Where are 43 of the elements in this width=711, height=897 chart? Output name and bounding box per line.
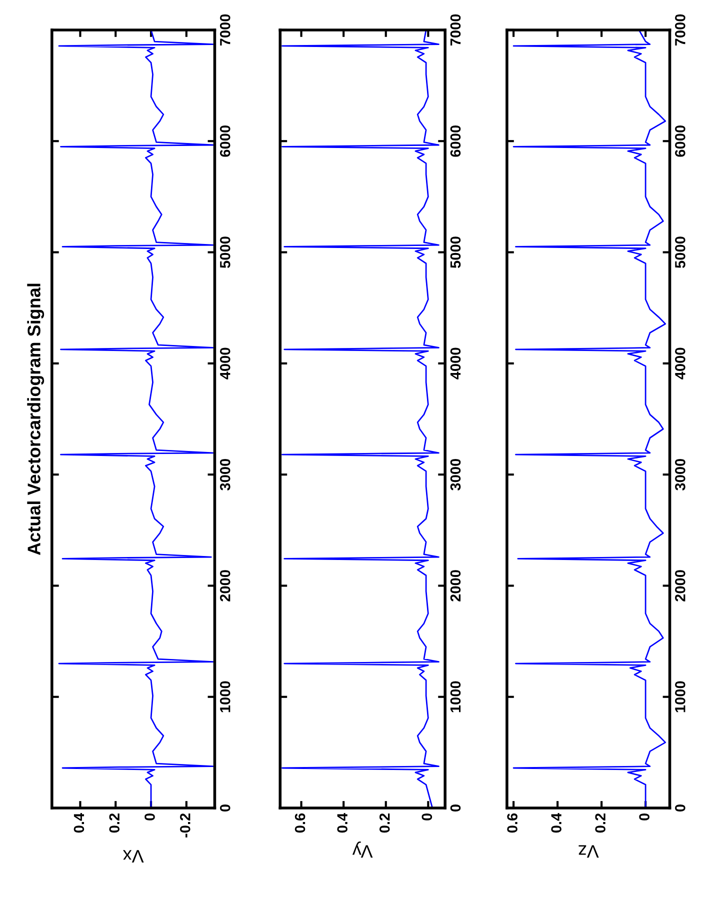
y-tick-label: 6000 — [220, 125, 230, 157]
y-tick-label: 2000 — [220, 570, 230, 602]
x-tick-label: 0.2 — [109, 813, 120, 833]
y-tick-label: 7000 — [220, 14, 230, 46]
y-tick-label: 1000 — [675, 681, 686, 712]
x-axis-title: Vx — [122, 850, 144, 863]
y-tick-label: 3000 — [450, 458, 461, 490]
y-tick-label: 4000 — [675, 348, 686, 380]
y-tick-label: 3000 — [675, 458, 686, 490]
text: Actual Vectorcardiogram Signal — [27, 284, 44, 555]
x-tick-label: 0 — [144, 813, 155, 820]
y-tick-label: 3000 — [220, 458, 230, 490]
y-tick-label: 2000 — [675, 570, 686, 602]
y-tick-label: 4000 — [450, 348, 461, 380]
y-tick-label: 4000 — [220, 348, 230, 380]
y-tick-label: 5000 — [675, 236, 686, 268]
x-tick-label: 0.4 — [551, 812, 562, 833]
y-tick-label: 5000 — [220, 236, 230, 268]
y-tick-label: 0 — [450, 804, 461, 812]
x-axis-title: Vy — [352, 841, 373, 858]
y-tick-label: 7000 — [675, 14, 686, 46]
y-tick-label: 7000 — [450, 14, 461, 46]
x-tick-label: 0.2 — [595, 813, 606, 833]
x-tick-label: -0.2 — [180, 813, 190, 838]
y-tick-label: 6000 — [675, 125, 686, 157]
y-tick-label: 0 — [675, 804, 686, 812]
x-tick-label: 0.6 — [294, 813, 306, 833]
x-axis-title: Vz — [578, 845, 599, 858]
line-series — [58, 30, 214, 808]
y-tick-label: 0 — [220, 804, 230, 812]
line-series — [512, 30, 666, 808]
x-tick-label: 0.2 — [379, 813, 390, 833]
x-tick-label: 0 — [639, 813, 650, 820]
y-tick-label: 6000 — [450, 125, 461, 157]
x-tick-label: 0.4 — [337, 812, 348, 833]
y-tick-label: 2000 — [450, 570, 461, 602]
x-tick-label: 0 — [422, 813, 432, 820]
x-tick-label: 0.4 — [74, 812, 84, 833]
y-tick-label: 5000 — [450, 236, 461, 268]
y-tick-label: 1000 — [220, 681, 230, 712]
y-tick-label: 1000 — [450, 681, 461, 712]
line-series — [282, 30, 440, 808]
x-tick-label: 0.6 — [507, 813, 518, 833]
